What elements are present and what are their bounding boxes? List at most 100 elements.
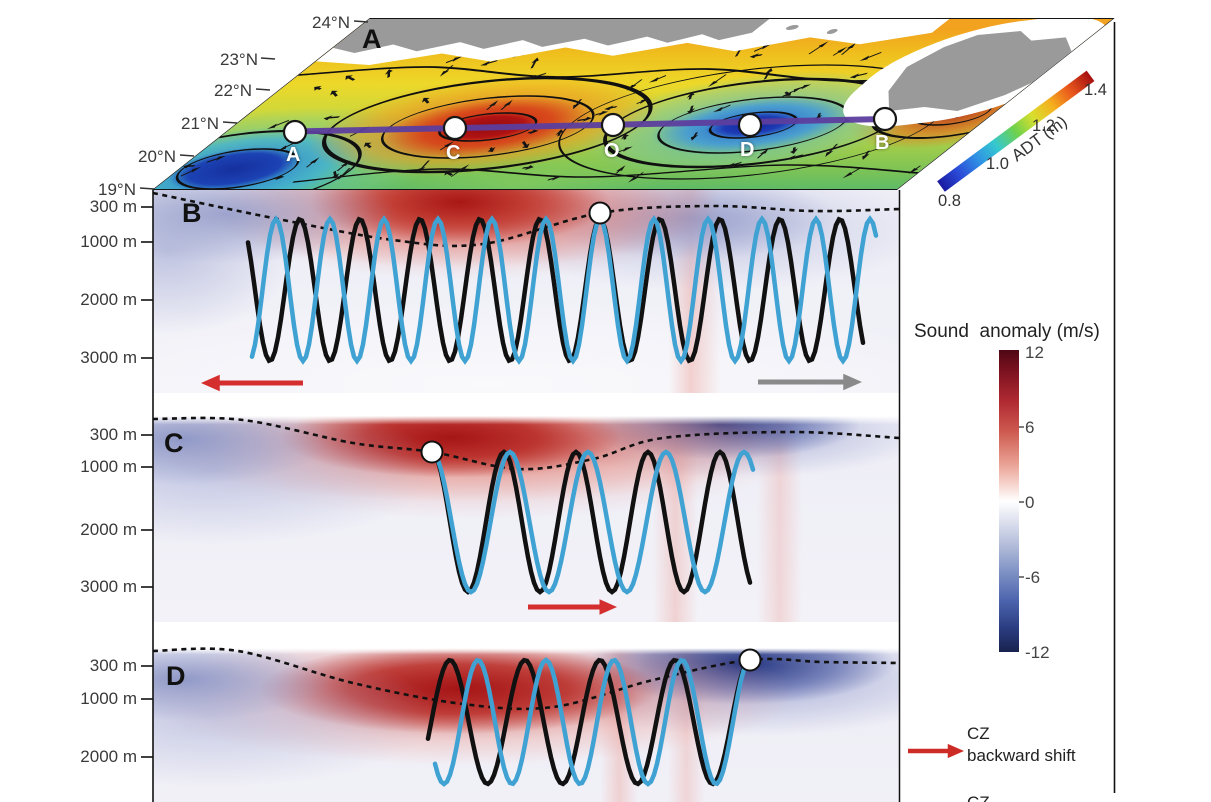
current-vector-head [309, 157, 320, 163]
depth-b-1000: 1000 m [80, 232, 137, 251]
section-c-field [152, 405, 900, 622]
cz-forward-arrow-b-head [843, 373, 862, 391]
current-vector-head [762, 43, 772, 50]
lat-label-23n: 23°N [220, 50, 258, 69]
current-vector-head [444, 141, 455, 148]
depth-d-1000: 1000 m [80, 689, 137, 708]
ray-blue-c [429, 449, 756, 595]
panel-b-label: B [182, 198, 202, 228]
source-marker-c [420, 440, 444, 464]
panel-a-label: A [362, 24, 382, 54]
transect-line [293, 116, 887, 135]
depth-c-300: 300 m [89, 425, 137, 444]
section-b-field [152, 190, 901, 393]
lat-tick [260, 57, 276, 60]
station-marker-d [737, 112, 763, 138]
sound-tick-m6: -6 [1025, 568, 1041, 587]
ray-black-b [245, 216, 866, 364]
lat-tick [222, 121, 238, 124]
current-vector-head [555, 129, 564, 136]
cz-backward-arrow-c-head [599, 599, 617, 615]
legend-cz-label: CZ [967, 724, 990, 743]
lat-label-20n: 20°N [138, 147, 176, 166]
current-vector-head [421, 97, 430, 103]
depth-b-3000: 3000 m [80, 348, 137, 367]
current-vector-head [707, 81, 718, 88]
sound-tick-m12: -12 [1025, 643, 1050, 662]
lat-label-24n: 24°N [312, 13, 350, 32]
current-vector-head [524, 165, 534, 171]
current-vector-head [790, 148, 799, 154]
adt-tick-08: 0.8 [938, 192, 961, 210]
section-d-field [152, 645, 900, 802]
current-vector-head [604, 105, 614, 111]
station-label-d: D [740, 139, 755, 161]
sound-colorbar-title: Sound anomaly (m/s) [914, 321, 1100, 342]
station-label-a: A [286, 144, 301, 166]
source-marker-b [588, 201, 612, 225]
current-vector-head [503, 99, 513, 106]
current-vector-head [551, 176, 562, 181]
station-label-b: B [875, 132, 890, 154]
section-b-decor [152, 191, 901, 392]
current-vector-head [572, 103, 581, 110]
current-vector-head [330, 90, 338, 96]
current-vector-head [521, 143, 530, 149]
current-vector-head [749, 53, 760, 59]
lat-tick [255, 88, 271, 91]
adt-tick-14: 1.4 [1084, 81, 1107, 99]
station-label-o: O [604, 140, 620, 162]
adt-contour [558, 64, 949, 180]
adt-tick-10: 1.0 [986, 155, 1009, 173]
lat-label-22n: 22°N [214, 81, 252, 100]
lat-tick [139, 187, 155, 190]
panel-c-label: C [164, 428, 184, 458]
current-vector-head [582, 116, 592, 122]
current-vector-head [627, 176, 638, 183]
current-vector-head [487, 147, 496, 153]
current-vector-head [488, 100, 499, 107]
lat-label-19n: 19°N [98, 180, 136, 199]
current-vector-head [598, 111, 609, 116]
current-vector-head [528, 129, 539, 135]
current-vector-head [459, 164, 470, 171]
depth-b-2000: 2000 m [80, 290, 137, 309]
current-vector-head [786, 154, 796, 160]
depth-d-2000: 2000 m [80, 747, 137, 766]
depth-c-2000: 2000 m [80, 520, 137, 539]
current-vector-head [531, 57, 539, 64]
sound-tick-12: 12 [1025, 343, 1044, 362]
current-vector-head [818, 41, 829, 48]
sound-tick-0: 0 [1025, 493, 1035, 512]
current-vector-head [191, 166, 202, 173]
adt-tick-12: 1.2 [1032, 117, 1055, 135]
station-label-c: C [446, 142, 461, 164]
legend-backward-shift-label: backward shift [967, 746, 1076, 765]
current-vector-head [690, 134, 699, 141]
current-vector-head [274, 175, 285, 181]
current-vector-head [439, 70, 450, 77]
current-vector-head [793, 86, 804, 93]
section-d-decor [152, 647, 900, 787]
depth-c-1000: 1000 m [80, 457, 137, 476]
current-vector-head [801, 84, 812, 90]
current-vector-head [622, 146, 633, 152]
current-vector-head [849, 73, 860, 79]
ray-blue-d [432, 657, 753, 787]
current-vector-head [724, 162, 735, 168]
current-vector-head [314, 85, 322, 91]
ray-black-d [425, 657, 752, 787]
lat-tick [353, 20, 369, 23]
current-vector-head [842, 172, 853, 179]
depth-d-300: 300 m [89, 656, 137, 675]
station-marker-b [872, 106, 898, 132]
sound-channel-axis-d [152, 647, 900, 711]
current-vector-head [620, 134, 629, 140]
current-vector-head [183, 163, 193, 169]
legend-cz2-label-clipped: CZ [967, 793, 990, 802]
panel-d-label: D [166, 661, 186, 691]
current-vector-head [626, 84, 637, 91]
sound-colorbar [999, 350, 1019, 652]
